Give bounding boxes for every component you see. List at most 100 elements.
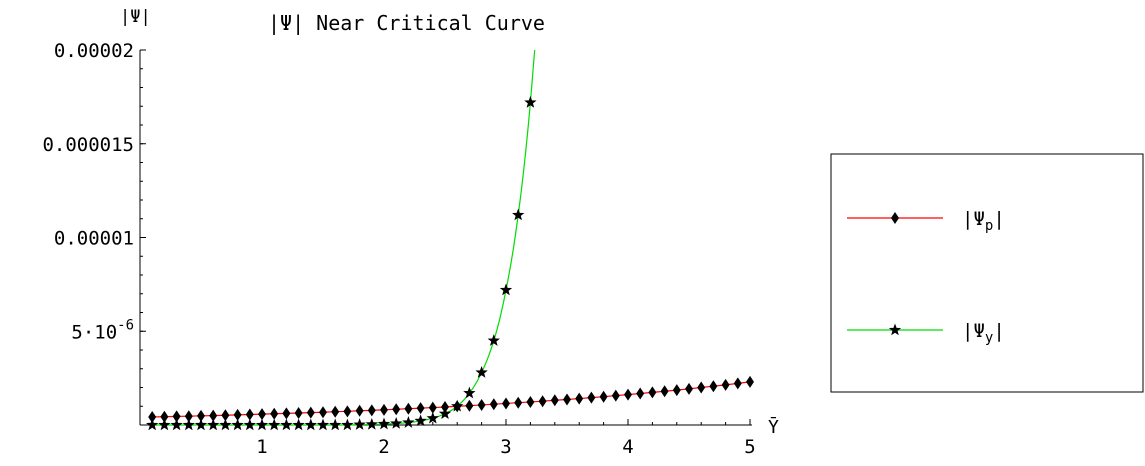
- diamond-marker: [685, 382, 693, 395]
- star-marker: [182, 418, 195, 431]
- diamond-marker: [245, 408, 254, 421]
- star-marker: [146, 418, 159, 431]
- star-marker: [487, 334, 500, 346]
- star-marker: [207, 418, 220, 431]
- legend-box: [830, 153, 1144, 393]
- diamond-marker: [489, 398, 498, 411]
- star-marker: [219, 418, 232, 431]
- y-tick-label: 0.00001: [54, 228, 134, 250]
- diamond-marker: [575, 392, 584, 405]
- series-line-1: [152, 381, 751, 418]
- diamond-marker: [160, 410, 169, 423]
- star-marker: [499, 283, 513, 296]
- diamond-marker: [709, 380, 718, 393]
- diamond-marker: [209, 409, 218, 422]
- diamond-marker: [891, 212, 899, 224]
- star-marker: [292, 418, 305, 431]
- star-marker: [451, 399, 464, 412]
- y-tick-label: 5·10-6: [71, 317, 134, 343]
- diamond-marker: [343, 405, 352, 418]
- diamond-marker: [611, 389, 620, 402]
- x-tick-label: 2: [378, 436, 389, 458]
- star-marker: [255, 418, 269, 431]
- star-marker: [316, 418, 330, 431]
- diamond-marker: [441, 401, 449, 413]
- diamond-marker: [721, 378, 730, 391]
- star-marker: [353, 418, 366, 430]
- diamond-marker: [477, 398, 486, 411]
- star-marker: [194, 418, 208, 431]
- x-tick-label: 1: [256, 436, 267, 458]
- plot-lines: [152, 49, 751, 426]
- chart-title: |Ψ| Near Critical Curve: [268, 11, 545, 35]
- diamond-marker: [233, 408, 242, 421]
- star-marker: [377, 417, 391, 430]
- star-marker: [475, 366, 488, 378]
- diamond-marker: [733, 377, 742, 390]
- diamond-marker: [648, 386, 657, 399]
- star-marker: [158, 418, 171, 431]
- diamond-marker: [258, 408, 266, 421]
- star-marker: [268, 418, 281, 431]
- diamond-marker: [550, 394, 559, 407]
- legend-label-1: |Ψp|: [962, 208, 1005, 234]
- diamond-marker: [319, 406, 327, 419]
- diamond-marker: [404, 402, 413, 415]
- x-tick-label: 4: [622, 436, 633, 458]
- diamond-marker: [221, 409, 230, 422]
- minor-ticks: [140, 49, 751, 425]
- diamond-marker: [184, 410, 193, 423]
- diamond-marker: [624, 388, 632, 401]
- series-line-2: [152, 49, 536, 426]
- diamond-marker: [331, 405, 340, 418]
- diamond-marker: [282, 407, 291, 420]
- diamond-marker: [392, 403, 401, 416]
- star-marker: [365, 417, 378, 430]
- star-marker: [304, 418, 317, 431]
- y-tick-labels: 5·10-6 0.00001 0.000015 0.00002: [42, 40, 134, 343]
- star-marker: [280, 418, 293, 431]
- diamond-marker: [172, 410, 181, 423]
- diamond-marker: [746, 375, 754, 388]
- diamond-marker: [660, 385, 669, 398]
- diamond-marker: [270, 407, 279, 420]
- star-marker: [170, 418, 183, 431]
- x-tick-label: 5: [744, 436, 755, 458]
- x-tick-label: 3: [500, 436, 511, 458]
- diamond-marker: [697, 381, 706, 394]
- diamond-marker: [538, 395, 547, 408]
- y-axis-label: |Ψ|: [120, 7, 151, 27]
- star-marker: [512, 208, 525, 221]
- diamond-marker: [197, 409, 205, 422]
- diamond-marker: [672, 384, 681, 397]
- diamond-marker: [355, 404, 364, 417]
- diamond-marker: [526, 395, 535, 408]
- star-marker: [414, 414, 427, 427]
- star-marker: [329, 418, 342, 431]
- diamond-marker: [465, 399, 474, 412]
- y-tick-label: 0.000015: [42, 134, 134, 156]
- axes: [139, 50, 752, 426]
- diamond-marker: [514, 396, 523, 409]
- diamond-marker: [563, 393, 571, 406]
- star-marker: [402, 416, 415, 428]
- diamond-marker: [306, 406, 315, 419]
- star-marker: [341, 418, 354, 431]
- x-tick-labels: 1 2 3 4 5: [256, 436, 755, 458]
- star-marker: [243, 418, 256, 431]
- star-marker: [390, 417, 403, 429]
- legend-label-2: |Ψy|: [962, 320, 1005, 346]
- star-marker: [231, 418, 244, 431]
- star-marker: [888, 323, 902, 336]
- y-tick-label: 0.00002: [54, 40, 134, 62]
- diamond-marker: [380, 403, 388, 416]
- diamond-marker: [367, 404, 376, 417]
- diamond-marker: [416, 402, 425, 415]
- diamond-marker: [502, 397, 510, 410]
- diamond-marker: [294, 407, 303, 419]
- major-ticks: [140, 49, 751, 425]
- diamond-marker: [636, 387, 645, 400]
- star-marker: [438, 407, 452, 420]
- plot-markers: [146, 96, 754, 431]
